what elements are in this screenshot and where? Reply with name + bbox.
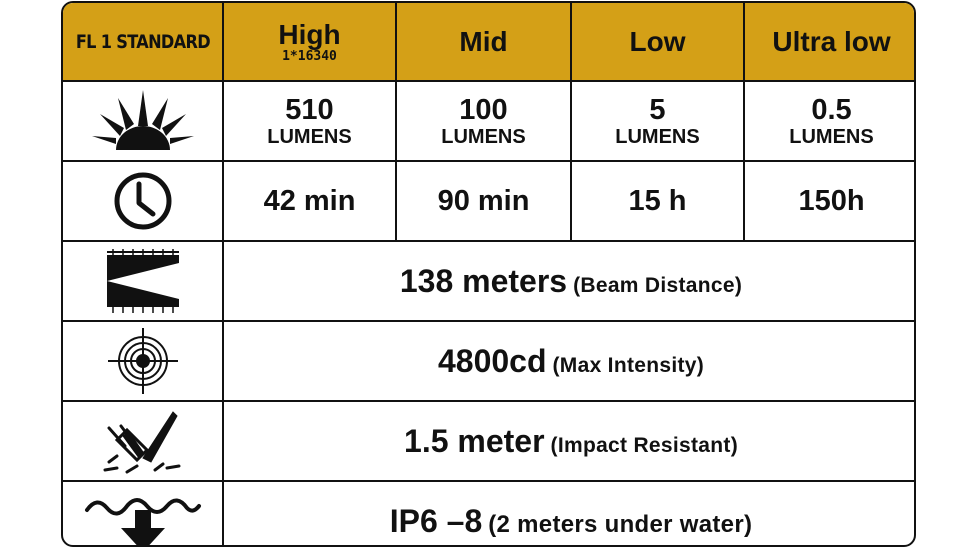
runtime-value: 15 h <box>628 184 687 217</box>
runtime-cell-high: 42 min <box>222 160 397 242</box>
header-mode-mid: Mid <box>395 3 572 82</box>
waterproof-row: IP6 –8 (2 meters under water) <box>63 480 914 545</box>
lumens-value: 510 <box>285 94 334 126</box>
header-mode-high: High 1*16340 <box>222 3 397 82</box>
spec-table-frame: FL 1 STANDARD High 1*16340 Mid Low Ultra… <box>61 1 916 547</box>
lumens-value: 5 <box>649 94 666 126</box>
waterproof-icon-cell <box>63 480 224 545</box>
mode-label: Mid <box>459 25 508 57</box>
runtime-value: 150h <box>798 184 865 217</box>
output-row: 510 LUMENS 100 LUMENS 5 LUMENS 0.5 LUMEN… <box>63 80 914 162</box>
lumens-value: 0.5 <box>811 94 852 126</box>
beam-distance-value: 138 meters <box>399 262 568 299</box>
runtime-cell-ultra-low: 150h <box>743 160 914 242</box>
impact-note: (Impact Resistant) <box>550 433 738 457</box>
battery-label: 1*16340 <box>282 48 337 64</box>
runtime-icon-cell <box>63 160 224 242</box>
beam-distance-row: 138 meters (Beam Distance) <box>63 240 914 322</box>
output-icon-cell <box>63 80 224 162</box>
runtime-cell-mid: 90 min <box>395 160 572 242</box>
output-cell-high: 510 LUMENS <box>222 80 397 162</box>
beam-distance-note: (Beam Distance) <box>573 273 743 297</box>
runtime-cell-low: 15 h <box>570 160 745 242</box>
runtime-value: 42 min <box>263 184 356 217</box>
mode-label: Low <box>629 25 686 57</box>
spec-table: FL 1 STANDARD High 1*16340 Mid Low Ultra… <box>63 3 914 545</box>
waterproof-value: IP6 –8 <box>389 502 483 539</box>
beam-distance-icon-cell <box>63 240 224 322</box>
intensity-cell: 4800cd (Max Intensity) <box>222 320 914 402</box>
impact-resistant-icon <box>103 411 180 474</box>
beam-distance-cell: 138 meters (Beam Distance) <box>222 240 914 322</box>
clock-icon <box>114 172 171 230</box>
intensity-note: (Max Intensity) <box>552 353 705 377</box>
beam-distance-icon <box>106 249 179 313</box>
lumens-unit: LUMENS <box>615 126 700 148</box>
impact-value: 1.5 meter <box>404 422 545 459</box>
header-mode-ultra-low: Ultra low <box>743 3 914 82</box>
header-row: FL 1 STANDARD High 1*16340 Mid Low Ultra… <box>63 3 914 82</box>
header-mode-low: Low <box>570 3 745 82</box>
header-model-cell: FL 1 STANDARD <box>63 3 224 82</box>
lumens-value: 100 <box>459 94 508 126</box>
mode-label: Ultra low <box>772 25 891 57</box>
waterproof-icon <box>84 498 201 545</box>
runtime-value: 90 min <box>437 184 530 217</box>
lumens-unit: LUMENS <box>789 126 874 148</box>
intensity-row: 4800cd (Max Intensity) <box>63 320 914 402</box>
impact-icon-cell <box>63 400 224 482</box>
output-cell-ultra-low: 0.5 LUMENS <box>743 80 914 162</box>
intensity-value: 4800cd <box>437 342 547 379</box>
output-cell-low: 5 LUMENS <box>570 80 745 162</box>
mode-label: High <box>278 18 341 50</box>
waterproof-note: (2 meters under water) <box>488 510 753 538</box>
runtime-row: 42 min 90 min 15 h 150h <box>63 160 914 242</box>
intensity-icon-cell <box>63 320 224 402</box>
output-cell-mid: 100 LUMENS <box>395 80 572 162</box>
impact-cell: 1.5 meter (Impact Resistant) <box>222 400 914 482</box>
waterproof-cell: IP6 –8 (2 meters under water) <box>222 480 914 545</box>
sun-rays-icon <box>91 90 194 150</box>
impact-row: 1.5 meter (Impact Resistant) <box>63 400 914 482</box>
lumens-unit: LUMENS <box>267 126 352 148</box>
model-label: FL 1 STANDARD <box>75 30 210 53</box>
target-intensity-icon <box>107 328 178 394</box>
lumens-unit: LUMENS <box>441 126 526 148</box>
